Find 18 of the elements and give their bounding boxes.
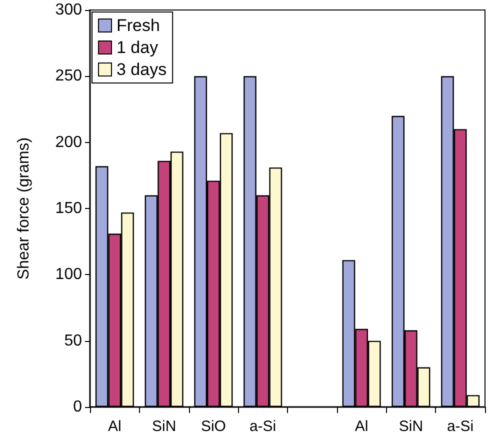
legend-label: Fresh bbox=[116, 16, 160, 35]
y-tick-label: 200 bbox=[55, 134, 82, 151]
x-tick-label: Al bbox=[354, 418, 368, 435]
y-axis-title: Shear force (grams) bbox=[16, 137, 32, 280]
y-tick-label: 300 bbox=[55, 2, 82, 18]
y-tick-label: 150 bbox=[55, 200, 82, 217]
x-tick-label: a-Si bbox=[249, 418, 276, 435]
y-tick-label: 100 bbox=[55, 266, 82, 284]
legend-label: 1 day bbox=[116, 38, 159, 57]
y-tick-label: 250 bbox=[55, 68, 82, 85]
x-tick-label: Al bbox=[108, 418, 122, 435]
y-tick-label: 50 bbox=[64, 332, 82, 350]
y-tick-label: 0 bbox=[73, 398, 82, 416]
x-tick-label: SiN bbox=[398, 418, 424, 435]
x-tick-label: a-Si bbox=[446, 418, 474, 435]
x-tick-label: SiO bbox=[200, 418, 226, 435]
x-tick-label: SiN bbox=[152, 418, 176, 435]
legend-label: 3 days bbox=[116, 60, 167, 79]
